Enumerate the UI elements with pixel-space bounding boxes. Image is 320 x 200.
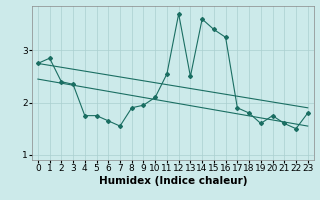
X-axis label: Humidex (Indice chaleur): Humidex (Indice chaleur): [99, 176, 247, 186]
